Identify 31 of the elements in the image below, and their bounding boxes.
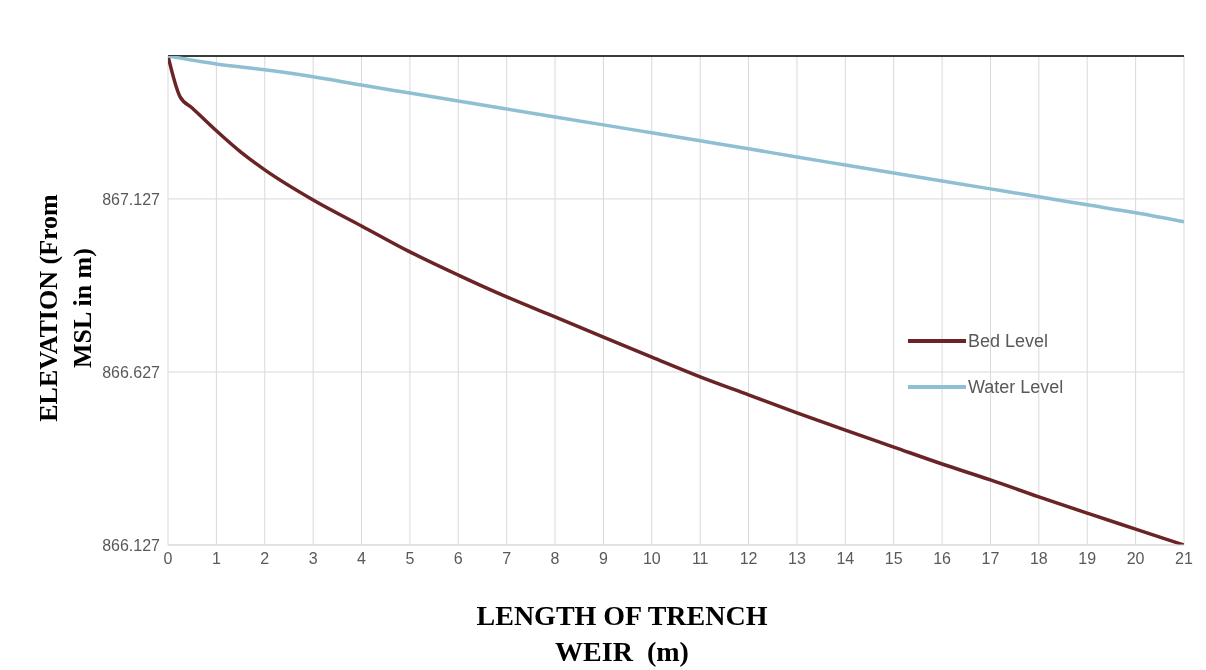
- x-axis-title: LENGTH OF TRENCH WEIR (m): [475, 599, 769, 669]
- x-tick-label: 8: [550, 550, 560, 568]
- x-tick-label: 14: [836, 550, 855, 568]
- x-tick-label: 6: [453, 550, 463, 568]
- x-tick-label: 2: [260, 550, 270, 568]
- x-tick-label: 4: [357, 550, 367, 568]
- x-tick-label: 13: [788, 550, 806, 568]
- x-tick-label: 16: [933, 550, 952, 568]
- line-series: [168, 56, 1184, 545]
- line-series: [168, 56, 1184, 224]
- x-tick-label: 9: [598, 550, 608, 568]
- x-tick-label: 5: [405, 550, 415, 568]
- x-tick-label: 3: [308, 550, 318, 568]
- x-tick-label: 15: [884, 550, 903, 568]
- x-tick-label: 11: [691, 550, 709, 568]
- legend-label: Bed Level: [968, 330, 1049, 352]
- y-tick-label: 867.127: [102, 190, 161, 208]
- x-tick-label: 17: [981, 550, 1000, 568]
- x-tick-label: 7: [502, 550, 512, 568]
- x-tick-label: 20: [1126, 550, 1145, 568]
- x-tick-label: 18: [1029, 550, 1048, 568]
- x-tick-label: 19: [1078, 550, 1097, 568]
- x-tick-label: 0: [163, 550, 173, 568]
- y-tick-label: 866.627: [102, 363, 161, 381]
- legend-label: Water Level: [968, 376, 1064, 398]
- y-tick-label: 866.127: [102, 536, 161, 554]
- x-tick-label: 12: [739, 550, 758, 568]
- y-axis-title: ELEVATION (From MSL in m): [33, 193, 98, 424]
- x-tick-label: 21: [1175, 550, 1193, 568]
- x-tick-label: 1: [211, 550, 221, 568]
- x-tick-label: 10: [642, 550, 661, 568]
